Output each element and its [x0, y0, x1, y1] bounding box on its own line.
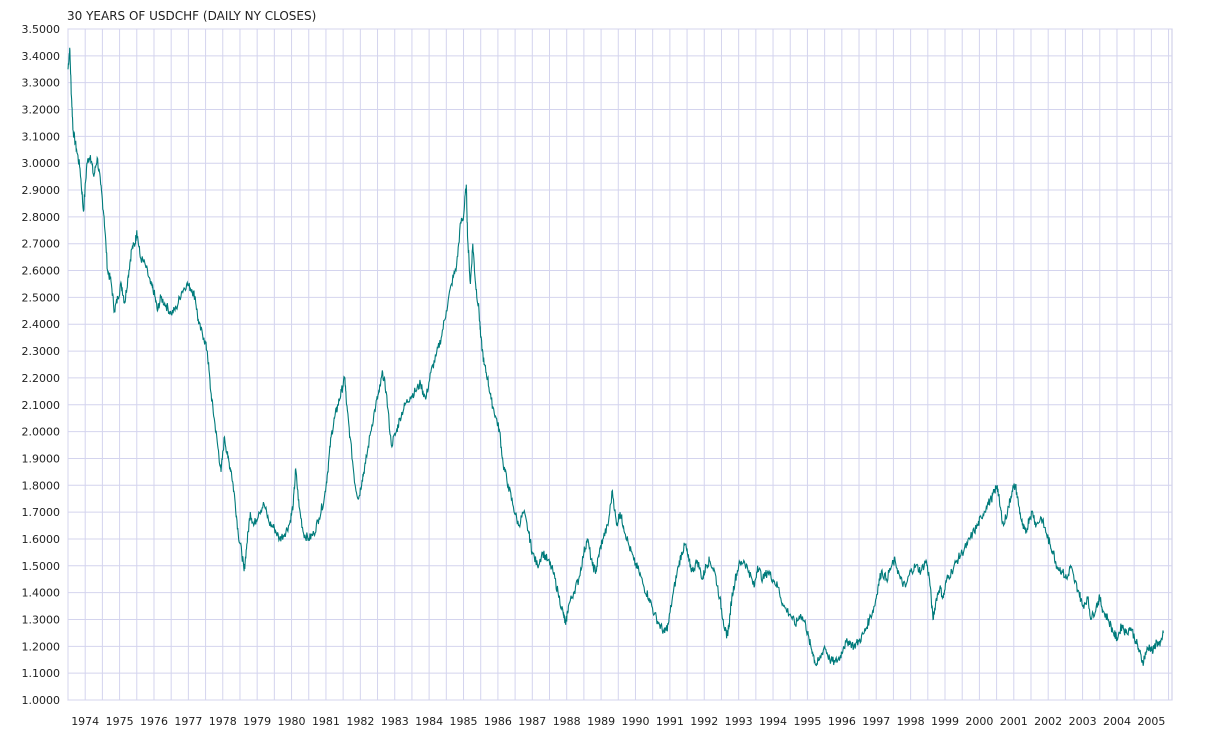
x-tick-label: 1998	[897, 715, 925, 728]
x-tick-label: 1994	[759, 715, 787, 728]
y-tick-label: 2.4000	[22, 318, 61, 331]
y-tick-label: 1.5000	[22, 560, 61, 573]
y-tick-label: 2.7000	[22, 238, 61, 251]
horizontal-gridlines	[68, 28, 1172, 701]
y-tick-label: 1.0000	[22, 694, 61, 707]
x-tick-label: 1986	[484, 715, 512, 728]
x-tick-label: 1982	[346, 715, 374, 728]
x-axis-tick-labels: 1974 1975 1976 1977 1978 1979 1980 1981 1982 1983…	[71, 715, 1165, 728]
y-tick-label: 2.3000	[22, 345, 61, 358]
y-tick-label: 1.3000	[22, 613, 61, 626]
x-tick-label: 1978	[209, 715, 237, 728]
vertical-gridlines	[67, 29, 1170, 700]
y-tick-label: 1.9000	[22, 452, 61, 465]
x-tick-label: 1979	[243, 715, 271, 728]
x-tick-label: 1976	[140, 715, 168, 728]
y-tick-label: 3.5000	[22, 23, 61, 36]
y-tick-label: 2.1000	[22, 399, 61, 412]
x-tick-label: 1992	[690, 715, 718, 728]
y-tick-label: 3.3000	[22, 77, 61, 90]
y-tick-label: 1.4000	[22, 587, 61, 600]
y-tick-label: 1.6000	[22, 533, 61, 546]
x-tick-label: 1984	[415, 715, 443, 728]
x-tick-label: 1981	[312, 715, 340, 728]
x-tick-label: 1996	[828, 715, 856, 728]
plot-area	[67, 28, 1173, 701]
x-tick-label: 1987	[518, 715, 546, 728]
x-tick-label: 1999	[931, 715, 959, 728]
y-tick-label: 3.1000	[22, 130, 61, 143]
x-tick-label: 2004	[1103, 715, 1131, 728]
x-tick-label: 1997	[862, 715, 890, 728]
y-tick-label: 1.1000	[22, 667, 61, 680]
x-tick-label: 1991	[656, 715, 684, 728]
chart-title: 30 YEARS OF USDCHF (DAILY NY CLOSES)	[67, 9, 317, 23]
x-tick-label: 1983	[381, 715, 409, 728]
y-tick-label: 2.5000	[22, 291, 61, 304]
x-tick-label: 1985	[450, 715, 478, 728]
x-tick-label: 1975	[106, 715, 134, 728]
y-tick-label: 3.2000	[22, 104, 61, 117]
x-tick-label: 2001	[1000, 715, 1028, 728]
x-tick-label: 1977	[174, 715, 202, 728]
y-tick-label: 2.8000	[22, 211, 61, 224]
y-tick-label: 3.4000	[22, 50, 61, 63]
y-tick-label: 2.0000	[22, 426, 61, 439]
y-tick-label: 1.2000	[22, 640, 61, 653]
x-tick-label: 1990	[621, 715, 649, 728]
y-tick-label: 3.0000	[22, 157, 61, 170]
x-tick-label: 1974	[71, 715, 99, 728]
y-tick-label: 1.7000	[22, 506, 61, 519]
x-tick-label: 2005	[1137, 715, 1165, 728]
x-tick-label: 1988	[553, 715, 581, 728]
x-tick-label: 1989	[587, 715, 615, 728]
y-tick-label: 2.9000	[22, 184, 61, 197]
x-tick-label: 1995	[793, 715, 821, 728]
x-tick-label: 2003	[1069, 715, 1097, 728]
x-tick-label: 1980	[278, 715, 306, 728]
x-tick-label: 1993	[725, 715, 753, 728]
y-tick-label: 2.6000	[22, 265, 61, 278]
x-tick-label: 2000	[965, 715, 993, 728]
y-axis-tick-labels: 1.0000 1.1000 1.2000 1.3000 1.4000 1.5000 1.60…	[22, 23, 61, 707]
x-tick-label: 2002	[1034, 715, 1062, 728]
usdchf-series-line	[67, 47, 1164, 667]
y-tick-label: 2.2000	[22, 372, 61, 385]
y-tick-label: 1.8000	[22, 479, 61, 492]
